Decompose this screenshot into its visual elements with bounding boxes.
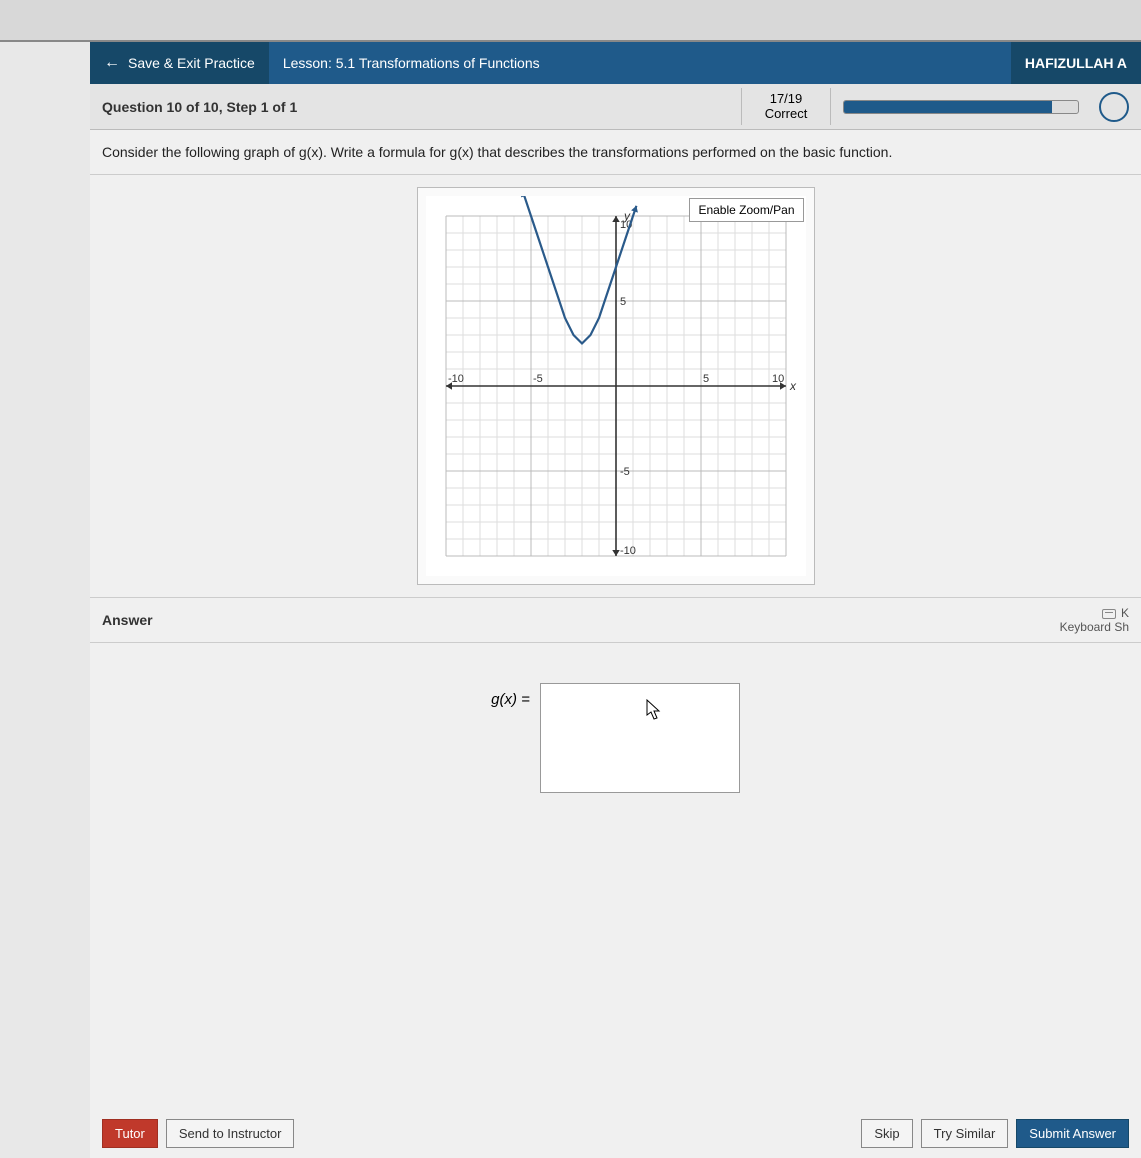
submit-answer-button[interactable]: Submit Answer <box>1016 1119 1129 1148</box>
keyboard-shortcut-label: Keyboard Sh <box>1060 620 1129 634</box>
try-similar-button[interactable]: Try Similar <box>921 1119 1009 1148</box>
answer-header: Answer K Keyboard Sh <box>90 598 1141 643</box>
svg-text:-5: -5 <box>533 373 543 385</box>
lesson-title: Lesson: 5.1 Transformations of Functions <box>269 42 1011 84</box>
progress-fill <box>844 101 1052 113</box>
app-frame: ← Save & Exit Practice Lesson: 5.1 Trans… <box>0 40 1141 1158</box>
svg-text:y: y <box>623 209 631 223</box>
answer-input[interactable] <box>540 683 740 793</box>
progress-bar <box>843 100 1079 114</box>
svg-text:10: 10 <box>772 373 784 385</box>
keyboard-shortcuts-link[interactable]: K Keyboard Sh <box>1060 606 1129 634</box>
save-exit-button[interactable]: ← Save & Exit Practice <box>90 42 269 84</box>
back-arrow-icon: ← <box>104 54 120 72</box>
send-to-instructor-button[interactable]: Send to Instructor <box>166 1119 295 1148</box>
help-circle-icon[interactable] <box>1099 92 1129 122</box>
svg-text:-10: -10 <box>620 545 636 557</box>
graph-area: Enable Zoom/Pan -10-5510105-5-10xy <box>90 175 1141 598</box>
question-label: Question 10 of 10, Step 1 of 1 <box>102 99 741 115</box>
svg-text:5: 5 <box>703 373 709 385</box>
answer-body: g(x) = <box>90 643 1141 853</box>
question-prompt: Consider the following graph of g(x). Wr… <box>90 130 1141 175</box>
skip-button[interactable]: Skip <box>861 1119 912 1148</box>
keyboard-k-label: K <box>1121 606 1129 620</box>
svg-text:-10: -10 <box>448 373 464 385</box>
footer-bar: Tutor Send to Instructor Skip Try Simila… <box>90 1119 1141 1148</box>
svg-text:x: x <box>789 379 797 393</box>
gx-label: g(x) = <box>491 683 530 708</box>
progress-wrap <box>831 100 1091 114</box>
question-row: Question 10 of 10, Step 1 of 1 17/19 Cor… <box>90 84 1141 130</box>
answer-header-label: Answer <box>102 612 153 628</box>
score-value: 17/19 <box>742 92 830 107</box>
svg-text:-5: -5 <box>620 466 630 478</box>
save-exit-label: Save & Exit Practice <box>128 55 255 71</box>
graph-box: Enable Zoom/Pan -10-5510105-5-10xy <box>417 187 815 585</box>
enable-zoom-button[interactable]: Enable Zoom/Pan <box>689 198 803 222</box>
score-caption: Correct <box>742 107 830 122</box>
top-bar: ← Save & Exit Practice Lesson: 5.1 Trans… <box>90 42 1141 84</box>
keyboard-icon <box>1102 609 1116 619</box>
content-area: ← Save & Exit Practice Lesson: 5.1 Trans… <box>90 42 1141 1158</box>
score-box: 17/19 Correct <box>741 88 831 126</box>
svg-text:5: 5 <box>620 296 626 308</box>
user-name[interactable]: HAFIZULLAH A <box>1011 42 1141 84</box>
graph-svg[interactable]: -10-5510105-5-10xy <box>426 196 806 576</box>
tutor-button[interactable]: Tutor <box>102 1119 158 1148</box>
